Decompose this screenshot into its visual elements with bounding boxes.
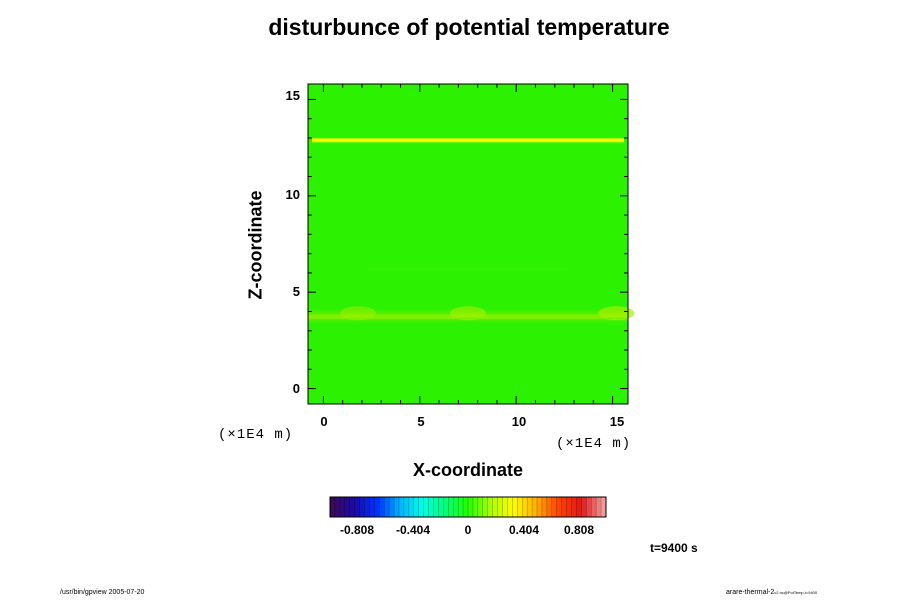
colorbar-segment — [468, 497, 474, 517]
colorbar-segment — [497, 497, 503, 517]
colorbar-segment — [463, 497, 469, 517]
colorbar-segment — [339, 497, 346, 517]
colorbar-segment — [551, 497, 558, 517]
y-tick-label: 0 — [292, 381, 300, 396]
time-label: t=9400 s — [650, 541, 698, 555]
heatmap-feature-hump — [340, 306, 377, 321]
colorbar-segment — [423, 497, 429, 517]
colorbar-segment — [458, 497, 464, 517]
x-tick-label: 10 — [511, 414, 527, 429]
footer-file-name: arare-thermal-2 — [726, 589, 775, 596]
colorbar-segment — [591, 497, 597, 517]
colorbar-segment — [330, 497, 336, 517]
colorbar-segment — [472, 497, 479, 517]
colorbar-segment — [394, 497, 400, 517]
colorbar-segment — [492, 497, 498, 517]
colorbar-tick-label: -0.404 — [395, 523, 431, 537]
colorbar-segment — [408, 497, 415, 517]
colorbar-segment — [389, 497, 395, 517]
x-tick-label: 0 — [320, 414, 328, 429]
colorbar-segment — [453, 497, 459, 517]
colorbar-segment — [527, 497, 533, 517]
colorbar-segment — [334, 497, 341, 517]
colorbar-frame — [329, 496, 607, 518]
colorbar-tick-label: -0.808 — [339, 523, 375, 537]
colorbar-segment — [546, 497, 553, 517]
colorbar-segment — [443, 497, 449, 517]
colorbar-segment — [581, 497, 587, 517]
colorbar-segment — [403, 497, 410, 517]
x-axis-unit: (×1E4 m) — [556, 436, 632, 452]
colorbar-segment — [522, 497, 528, 517]
x-tick-label: 5 — [417, 414, 425, 429]
colorbar-segment — [586, 497, 592, 517]
colorbar-segment — [448, 497, 454, 517]
heatmap-field — [308, 84, 628, 404]
colorbar-segment — [566, 497, 572, 517]
colorbar-tick-label: 0 — [464, 523, 472, 537]
colorbar-segment — [344, 497, 351, 517]
colorbar-segment — [571, 497, 577, 517]
colorbar-segment — [438, 497, 444, 517]
y-tick-label: 15 — [285, 88, 300, 103]
colorbar-segment — [532, 497, 538, 517]
y-tick-label: 10 — [285, 187, 300, 202]
colorbar-tick-label: 0.808 — [563, 523, 595, 537]
colorbar-segment — [349, 497, 356, 517]
heatmap-feature-hump — [450, 306, 486, 321]
colorbar-segment — [596, 497, 602, 517]
colorbar-segment — [384, 497, 390, 517]
colorbar-tick-label: 0.404 — [508, 523, 540, 537]
colorbar-segment — [576, 497, 582, 517]
chart-title: disturbunce of potential temperature — [268, 14, 670, 40]
colorbar-segment — [502, 497, 508, 517]
colorbar-segment — [537, 497, 543, 517]
colorbar-segment — [374, 497, 380, 517]
colorbar-segment — [428, 497, 434, 517]
x-tick-label: 15 — [609, 414, 625, 429]
colorbar-segment — [418, 497, 425, 517]
footer-file-info: arare-thermal-2v2.nc@PotTemp,t=9400 — [726, 589, 817, 596]
colorbar-segment — [379, 497, 385, 517]
y-axis-label: Z-coordinate — [245, 190, 266, 300]
footer-program-info: /usr/bin/gpview 2005-07-20 — [60, 589, 145, 596]
plot-frame — [307, 83, 629, 405]
colorbar-segment — [601, 497, 607, 517]
colorbar-segment — [369, 497, 375, 517]
colorbar-segment — [541, 497, 548, 517]
y-axis-unit: (×1E4 m) — [218, 427, 294, 443]
y-tick-label: 5 — [292, 284, 300, 299]
colorbar-segment — [561, 497, 567, 517]
colorbar-segment — [364, 497, 370, 517]
colorbar-segment — [512, 497, 518, 517]
heatmap-feature-hump — [598, 306, 635, 321]
colorbar-segment — [413, 497, 420, 517]
colorbar-segment — [556, 497, 563, 517]
x-axis-label: X-coordinate — [412, 460, 524, 480]
colorbar-segment — [507, 497, 513, 517]
colorbar-segment — [359, 497, 365, 517]
colorbar-segment — [354, 497, 360, 517]
colorbar-segment — [517, 497, 523, 517]
footer-variable-info: v2.nc@PotTemp,t=9400 — [774, 590, 818, 595]
colorbar-segment — [482, 497, 489, 517]
colorbar-segment — [477, 497, 484, 517]
colorbar-segment — [487, 497, 494, 517]
colorbar-segment — [399, 497, 405, 517]
colorbar-segment — [433, 497, 439, 517]
